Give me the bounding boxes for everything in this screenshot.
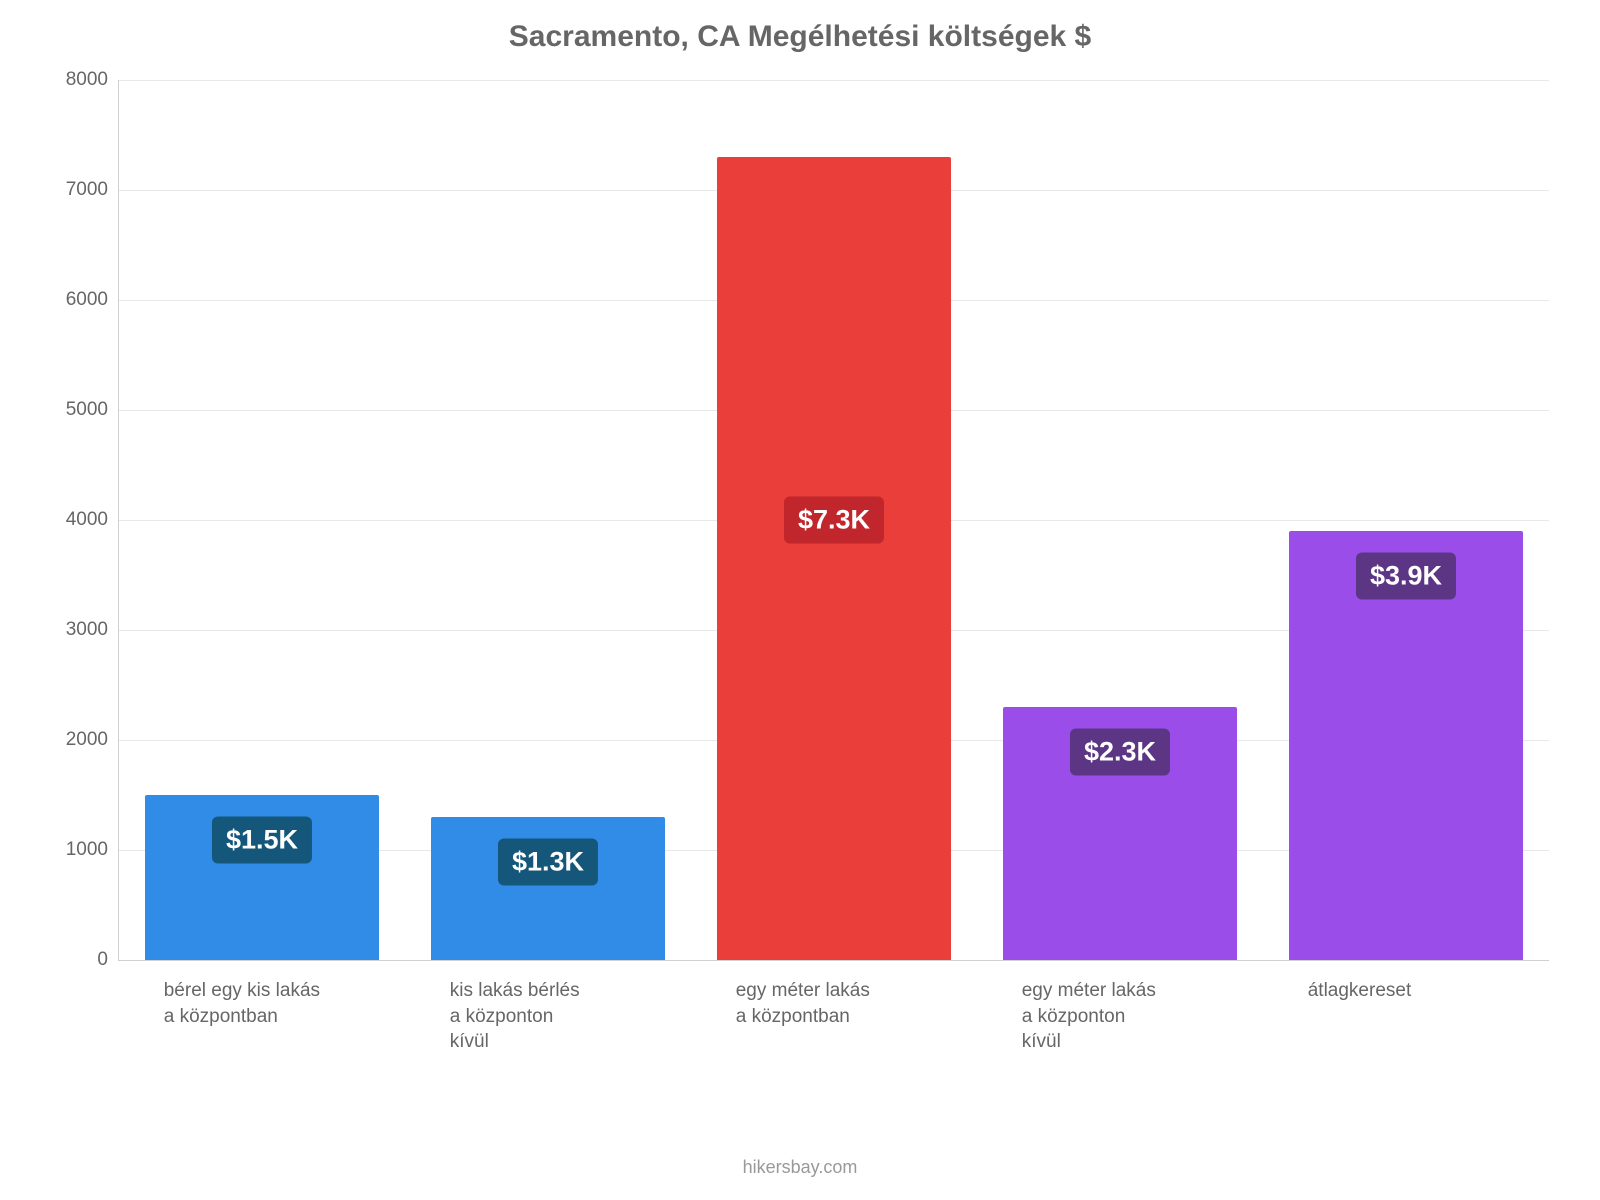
bar-value-badge: $2.3K [1070, 729, 1170, 776]
x-tick-label: bérel egy kis lakás a központban [164, 978, 384, 1029]
y-tick-label: 8000 [48, 69, 108, 91]
bar-value-badge: $3.9K [1356, 553, 1456, 600]
y-tick-label: 4000 [48, 509, 108, 531]
bar-value-badge: $1.5K [212, 817, 312, 864]
chart-credit: hikersbay.com [40, 1157, 1560, 1178]
bar-value-badge: $7.3K [784, 497, 884, 544]
bar-sqm-center [717, 157, 952, 960]
gridline [119, 80, 1549, 81]
y-tick-label: 5000 [48, 399, 108, 421]
y-tick-label: 1000 [48, 839, 108, 861]
y-tick-label: 2000 [48, 729, 108, 751]
y-tick-label: 0 [48, 949, 108, 971]
y-tick-label: 3000 [48, 619, 108, 641]
chart-frame: Sacramento, CA Megélhetési költségek $ $… [40, 10, 1560, 1190]
bar-value-badge: $1.3K [498, 839, 598, 886]
y-tick-label: 7000 [48, 179, 108, 201]
x-tick-label: egy méter lakás a központban [736, 978, 956, 1029]
x-tick-label: kis lakás bérlés a központon kívül [450, 978, 670, 1055]
x-tick-label: egy méter lakás a központon kívül [1022, 978, 1242, 1055]
plot-area: $1.5K $1.3K $7.3K $2.3K $3.9K [118, 80, 1549, 961]
chart-title: Sacramento, CA Megélhetési költségek $ [40, 20, 1560, 54]
x-tick-label: átlagkereset [1308, 978, 1528, 1004]
y-tick-label: 6000 [48, 289, 108, 311]
